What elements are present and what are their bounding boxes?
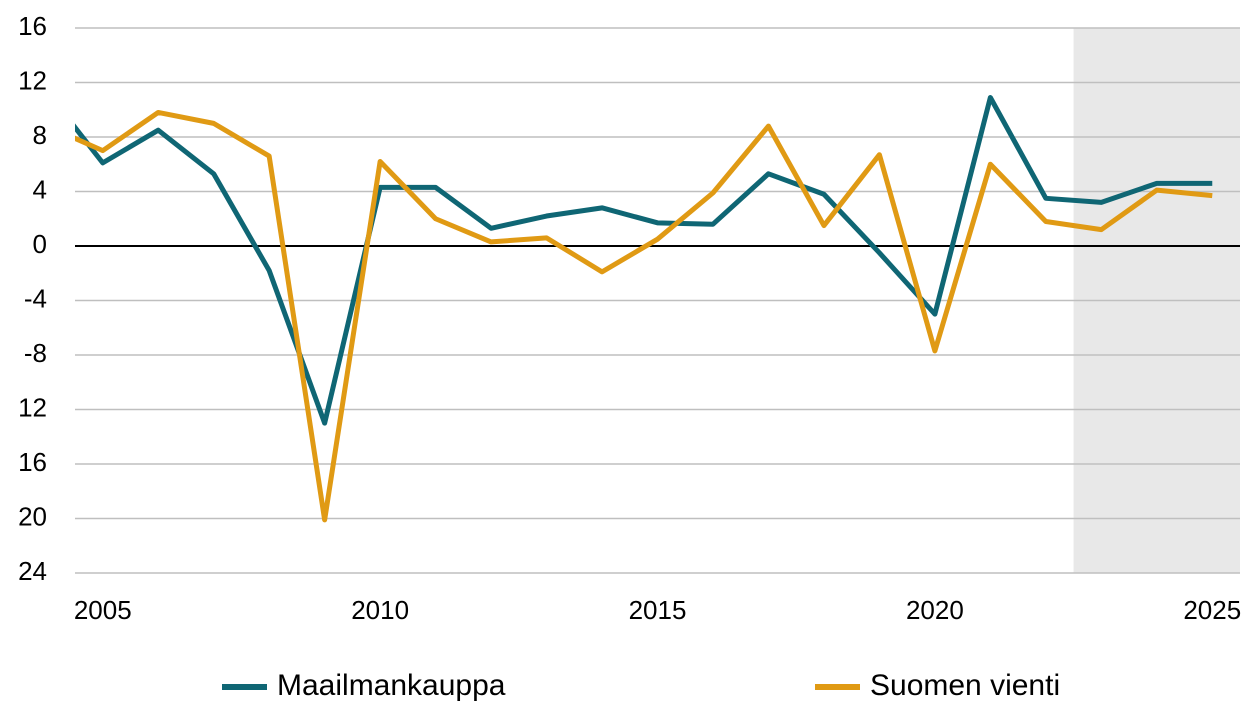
y-tick-label: 12 [18,65,47,95]
y-tick-label: 4 [33,174,47,204]
y-tick-label: 16 [18,447,47,477]
y-tick-label: 8 [33,120,47,150]
x-tick-label: 2020 [906,595,964,625]
legend-label: Suomen vienti [870,669,1060,702]
y-tick-label: -8 [24,338,47,368]
x-tick-label: 2025 [1183,595,1241,625]
y-tick-label: 12 [18,392,47,422]
y-tick-label: 16 [18,11,47,41]
plot-lines [75,94,1213,523]
y-tick-label: -4 [24,283,47,313]
series-line [75,94,1213,426]
y-tick-label: 20 [18,501,47,531]
x-tick-label: 2015 [629,595,687,625]
x-tick-label: 2005 [74,595,132,625]
y-tick-label: 24 [18,556,47,586]
legend-label: Maailmankauppa [277,669,506,702]
series-line [75,109,1213,523]
y-tick-label: 0 [33,229,47,259]
x-tick-label: 2010 [351,595,409,625]
